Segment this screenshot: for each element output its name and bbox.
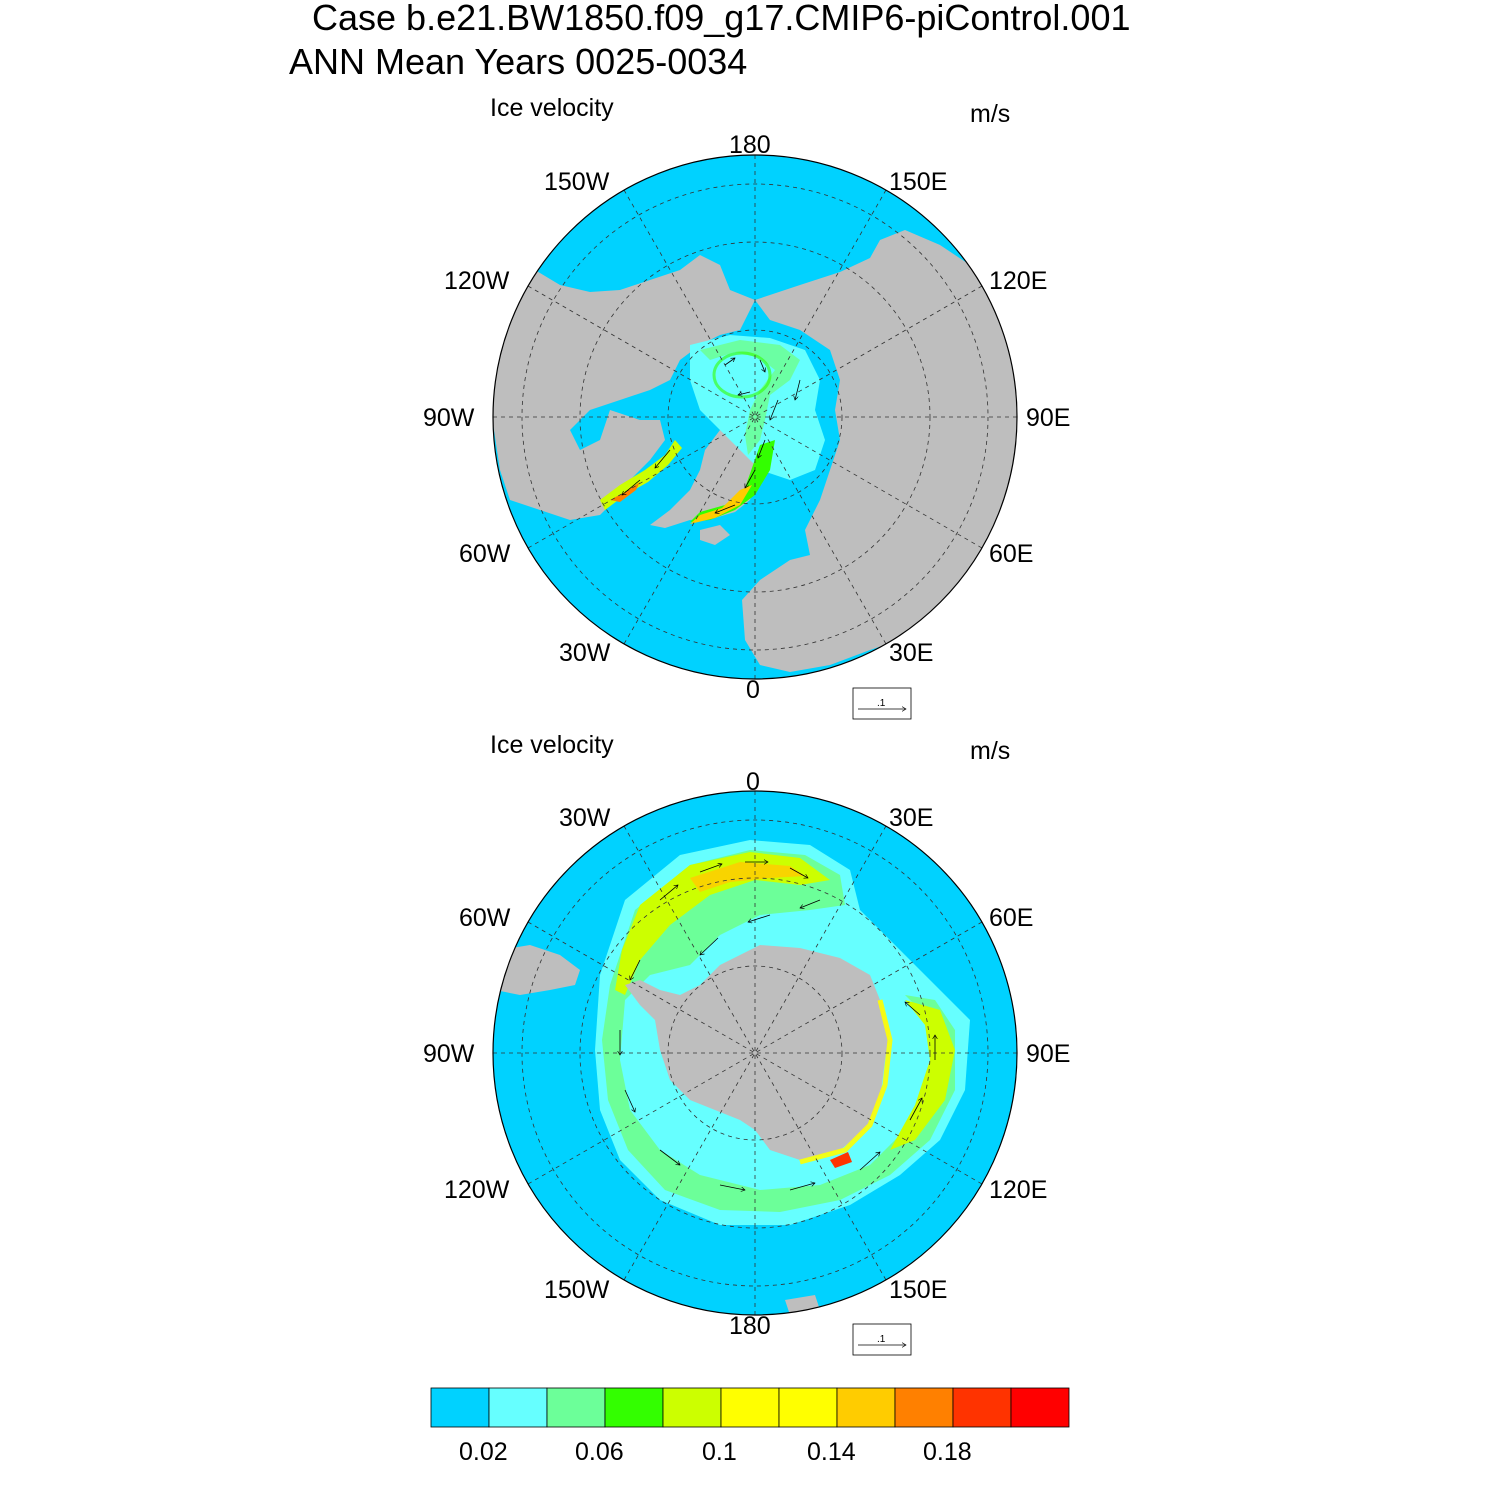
north-ice-fram-strait-fast — [690, 485, 752, 524]
north-ice-baffin — [600, 440, 682, 510]
south-lon-30w: 30W — [559, 804, 611, 832]
colorbar-swatch — [894, 1387, 954, 1428]
south-velocity-arrows — [620, 862, 935, 1190]
colorbar-swatch — [662, 1387, 722, 1428]
north-beaufort-gyre — [712, 351, 772, 399]
south-polar-map — [493, 791, 1017, 1315]
north-lon-30e: 30E — [889, 639, 934, 667]
south-variable-label: Ice velocity — [490, 731, 614, 759]
south-lon-120w: 120W — [444, 1176, 510, 1204]
colorbar-swatch — [778, 1387, 838, 1428]
south-reference-vector-label: .1 — [877, 1334, 886, 1345]
south-coastal-fast-ice — [799, 999, 893, 1165]
north-polar-map — [493, 155, 1017, 679]
south-lon-60e: 60E — [989, 904, 1034, 932]
north-lon-120w: 120W — [444, 267, 510, 295]
north-lon-150w: 150W — [544, 168, 610, 196]
colorbar-swatch — [836, 1387, 896, 1428]
north-graticule — [493, 155, 1017, 679]
north-reference-vector-label: .1 — [877, 698, 886, 709]
colorbar-tick-label: 0.1 — [702, 1438, 737, 1466]
south-map-border — [492, 790, 1018, 1316]
figure-title-line2: ANN Mean Years 0025-0034 — [289, 41, 748, 82]
colorbar — [430, 1387, 1070, 1428]
north-lon-180: 180 — [729, 131, 771, 159]
colorbar-tick-label: 0.02 — [459, 1438, 508, 1466]
south-coastal-fastest — [830, 1152, 852, 1168]
north-lon-0: 0 — [746, 676, 760, 704]
north-ice-transpolar — [700, 340, 800, 455]
colorbar-swatch — [952, 1387, 1012, 1428]
north-variable-label: Ice velocity — [490, 94, 614, 122]
colorbar-swatch — [604, 1387, 664, 1428]
north-units-label: m/s — [970, 100, 1011, 128]
south-lon-90e: 90E — [1026, 1040, 1071, 1068]
south-lon-180: 180 — [729, 1312, 771, 1340]
north-lon-60e: 60E — [989, 540, 1034, 568]
south-reference-vector — [852, 1323, 912, 1356]
south-ice-east-fast — [890, 1000, 955, 1150]
colorbar-swatch — [1010, 1387, 1070, 1428]
south-ice-green-band — [602, 850, 955, 1212]
colorbar-swatch — [546, 1387, 606, 1428]
south-units-label: m/s — [970, 737, 1011, 765]
north-lon-150e: 150E — [889, 168, 948, 196]
north-land-iceland — [700, 525, 730, 545]
north-lon-120e: 120E — [989, 267, 1048, 295]
north-land-north-america — [493, 255, 755, 520]
north-lon-30w: 30W — [559, 639, 611, 667]
south-graticule — [493, 791, 1017, 1315]
colorbar-swatch — [488, 1387, 548, 1428]
south-lon-150w: 150W — [544, 1276, 610, 1304]
south-lon-0: 0 — [746, 768, 760, 796]
south-lon-150e: 150E — [889, 1276, 948, 1304]
north-reference-vector — [852, 687, 912, 720]
south-lon-120e: 120E — [989, 1176, 1048, 1204]
figure-title-line1: Case b.e21.BW1850.f09_g17.CMIP6-piContro… — [312, 0, 1131, 38]
colorbar-tick-label: 0.18 — [923, 1438, 972, 1466]
south-ice-weddell-fastest — [690, 862, 805, 892]
north-lon-90e: 90E — [1026, 404, 1071, 432]
south-lon-60w: 60W — [459, 904, 511, 932]
colorbar-tick-label: 0.06 — [575, 1438, 624, 1466]
colorbar-swatch — [720, 1387, 780, 1428]
north-map-border — [492, 154, 1018, 680]
colorbar-swatch — [430, 1387, 490, 1428]
north-land-scandinavia — [760, 560, 812, 650]
south-lon-30e: 30E — [889, 804, 934, 832]
north-land-eurasia — [742, 230, 1017, 672]
north-lon-60w: 60W — [459, 540, 511, 568]
north-lon-90w: 90W — [423, 404, 475, 432]
north-velocity-arrows — [622, 358, 801, 513]
south-ice-weddell-fast — [615, 852, 830, 995]
colorbar-tick-label: 0.14 — [807, 1438, 856, 1466]
south-lon-90w: 90W — [423, 1040, 475, 1068]
